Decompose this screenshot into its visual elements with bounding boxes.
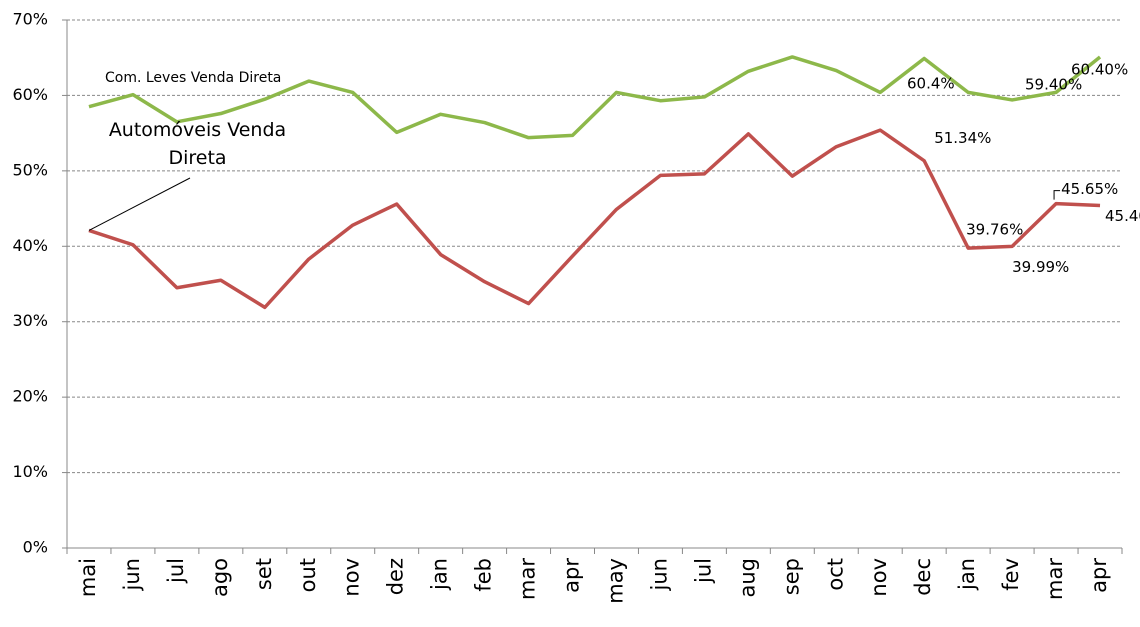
y-tick-label: 10% xyxy=(12,462,48,481)
data-label: 39.76% xyxy=(966,221,1023,239)
data-label: 39.99% xyxy=(1012,258,1069,276)
y-tick-label: 50% xyxy=(12,160,48,179)
x-tick-label: jul xyxy=(164,558,188,584)
series-label: Com. Leves Venda Direta xyxy=(105,70,281,86)
x-tick-label: sep xyxy=(779,558,803,595)
x-tick-label: mar xyxy=(1043,558,1067,600)
x-tick-label: feb xyxy=(472,558,496,592)
y-tick-label: 70% xyxy=(12,10,48,29)
data-label: 45.40% xyxy=(1105,207,1140,225)
x-tick-label: jan xyxy=(955,558,979,591)
annotation: 59.40% xyxy=(1025,76,1082,94)
x-tick-label: jun xyxy=(647,558,671,591)
x-tick-label: mar xyxy=(516,558,540,600)
x-tick-label: oct xyxy=(823,558,847,591)
series-line xyxy=(88,128,1101,310)
x-tick-label: aug xyxy=(735,558,759,598)
y-tick-label: 60% xyxy=(12,85,48,104)
x-tick-label: out xyxy=(296,558,320,592)
x-tick-label: jan xyxy=(428,558,452,591)
x-tick-label: mai xyxy=(76,558,100,597)
y-tick-label: 40% xyxy=(12,236,48,255)
series-label: Automóveis Venda Direta xyxy=(108,119,287,169)
x-tick-label: ago xyxy=(208,558,232,597)
leader-line xyxy=(88,177,191,231)
x-tick-label: jun xyxy=(120,558,144,591)
x-tick-label: fev xyxy=(999,558,1023,591)
x-tick-label: nov xyxy=(340,558,364,597)
x-tick-label: jul xyxy=(691,558,715,584)
data-label: 51.34% xyxy=(934,129,991,147)
annotation: 60.4% xyxy=(907,75,955,93)
x-tick-label: nov xyxy=(867,558,891,597)
x-tick-label: dec xyxy=(911,558,935,596)
x-tick-label: may xyxy=(603,558,627,604)
x-tick-label: apr xyxy=(560,558,584,593)
annotation: 60.40% xyxy=(1071,61,1128,79)
y-tick-label: 20% xyxy=(12,387,48,406)
label-bracket xyxy=(1053,190,1061,200)
x-tick-label: dez xyxy=(384,558,408,595)
x-tick-label: set xyxy=(252,558,276,590)
y-tick-label: 0% xyxy=(23,538,48,557)
data-label: 45.65% xyxy=(1061,180,1118,198)
y-tick-label: 30% xyxy=(12,311,48,330)
x-tick-label: apr xyxy=(1087,558,1111,593)
series-line xyxy=(88,55,1102,140)
